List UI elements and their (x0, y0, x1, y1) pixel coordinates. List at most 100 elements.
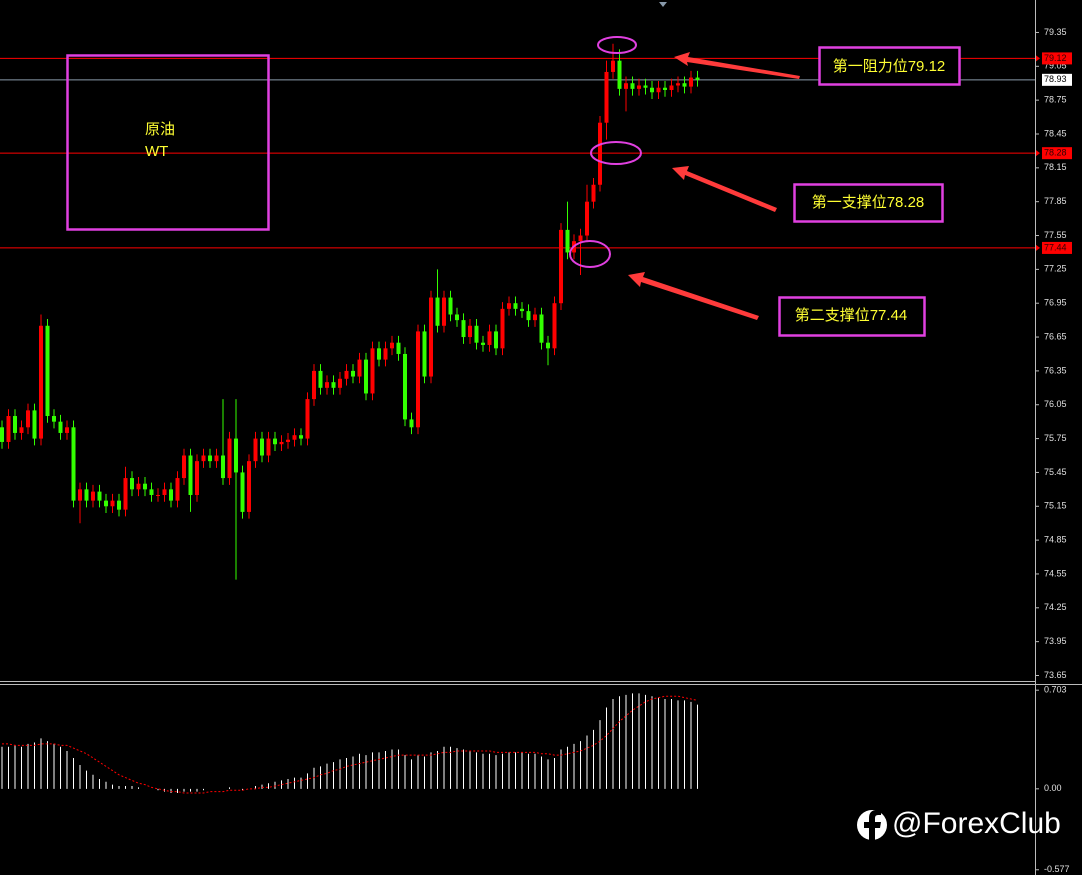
candle-body (156, 494, 160, 496)
candle-body (71, 427, 76, 501)
candle-body (481, 342, 485, 345)
candle-body (32, 410, 37, 439)
candle-body (45, 325, 50, 417)
arrow (674, 52, 800, 79)
label-box: 原油 WT (66, 54, 270, 231)
level-tag (1042, 52, 1072, 65)
candle-body (422, 331, 427, 377)
candle-body (364, 359, 368, 394)
candle-body (448, 297, 453, 315)
candle-body (13, 416, 17, 433)
y-tick-label: 77.85 (1044, 196, 1067, 206)
candle-body (513, 303, 518, 309)
candle-body (0, 427, 4, 442)
candle-body (396, 342, 401, 354)
candle-body (344, 370, 349, 379)
price-plot (0, 43, 1035, 580)
candle-body (299, 435, 303, 439)
scroll-marker (659, 2, 667, 7)
facebook-f (864, 810, 881, 842)
box (818, 46, 961, 86)
y-tick-label: 78.75 (1044, 95, 1067, 105)
y-tick-label: -0.577 (1044, 864, 1070, 874)
arrow (628, 272, 759, 320)
candle-body (117, 500, 121, 510)
candle-body (195, 461, 199, 495)
candle-body (689, 77, 693, 87)
highlight (597, 36, 637, 54)
candle-body (637, 85, 641, 89)
box (793, 183, 944, 223)
candle-body (695, 77, 700, 80)
candle-body (208, 455, 212, 462)
candle-body (123, 478, 128, 510)
candle-body (286, 439, 290, 442)
candle-body (552, 303, 557, 349)
level-pointer (1036, 150, 1040, 157)
candle-body (455, 314, 459, 321)
candle-body (617, 60, 622, 89)
candle-body (474, 325, 479, 343)
candle-body (520, 308, 524, 312)
candle-body (26, 410, 30, 428)
candle-body (494, 331, 498, 349)
candle-body (279, 441, 284, 445)
candle-body (390, 342, 394, 349)
candle-body (604, 71, 609, 123)
candle-body (650, 87, 654, 93)
annotation-text: 第二支撑位77.44 (795, 306, 908, 324)
candle-body (611, 60, 615, 72)
level-tag (1042, 241, 1072, 254)
candle-body (507, 303, 511, 309)
annotation-text: 第一支撑位78.28 (812, 193, 925, 211)
y-tick-label: 73.95 (1044, 636, 1067, 646)
label: 原油 (145, 121, 175, 138)
candle-body (91, 491, 95, 501)
candle-body (52, 416, 56, 422)
y-tick-label: 78.15 (1044, 162, 1067, 172)
candle-body (624, 83, 628, 89)
y-tick-label: 79.05 (1044, 61, 1067, 71)
candle-body (39, 325, 43, 439)
candle-body (266, 438, 271, 456)
candle-body (526, 311, 531, 321)
candle-body (253, 438, 258, 462)
candle-body (351, 370, 355, 377)
y-tick-label: 75.45 (1044, 467, 1067, 477)
candle-body (500, 308, 505, 349)
box (66, 54, 270, 231)
annotation: 第一阻力位79.12 (818, 46, 961, 86)
candle-body (162, 489, 167, 495)
candle-body (578, 235, 583, 242)
candle-body (403, 353, 407, 420)
candle-body (110, 500, 115, 507)
candle-body (585, 201, 589, 236)
candle-body (663, 87, 667, 90)
y-tick-label: 76.05 (1044, 399, 1067, 409)
candle-body (442, 297, 446, 326)
candle-body (292, 435, 297, 440)
candle-body (149, 489, 154, 495)
watermark-text: @ForexClub (892, 807, 1061, 840)
candle-body (247, 461, 251, 512)
candle-body (201, 455, 206, 462)
candle-body (65, 427, 69, 433)
annotation: 第一支撑位78.28 (793, 183, 944, 223)
y-tick-label: 76.95 (1044, 298, 1067, 308)
candle-body (591, 184, 596, 202)
y-tick-label: 73.65 (1044, 670, 1067, 680)
level-label: 79.12 (1044, 53, 1067, 63)
candle-body (175, 478, 180, 501)
candle-body (357, 359, 362, 377)
candle-body (656, 87, 661, 93)
candle-body (461, 320, 466, 338)
candle-body (169, 489, 173, 501)
y-tick-label: 75.15 (1044, 501, 1067, 511)
candle-body (429, 297, 433, 377)
candle-body (416, 331, 420, 428)
label: WT (145, 143, 168, 160)
y-tick-label: 77.55 (1044, 230, 1067, 240)
candle-body (143, 483, 147, 490)
candle-body (6, 416, 11, 442)
